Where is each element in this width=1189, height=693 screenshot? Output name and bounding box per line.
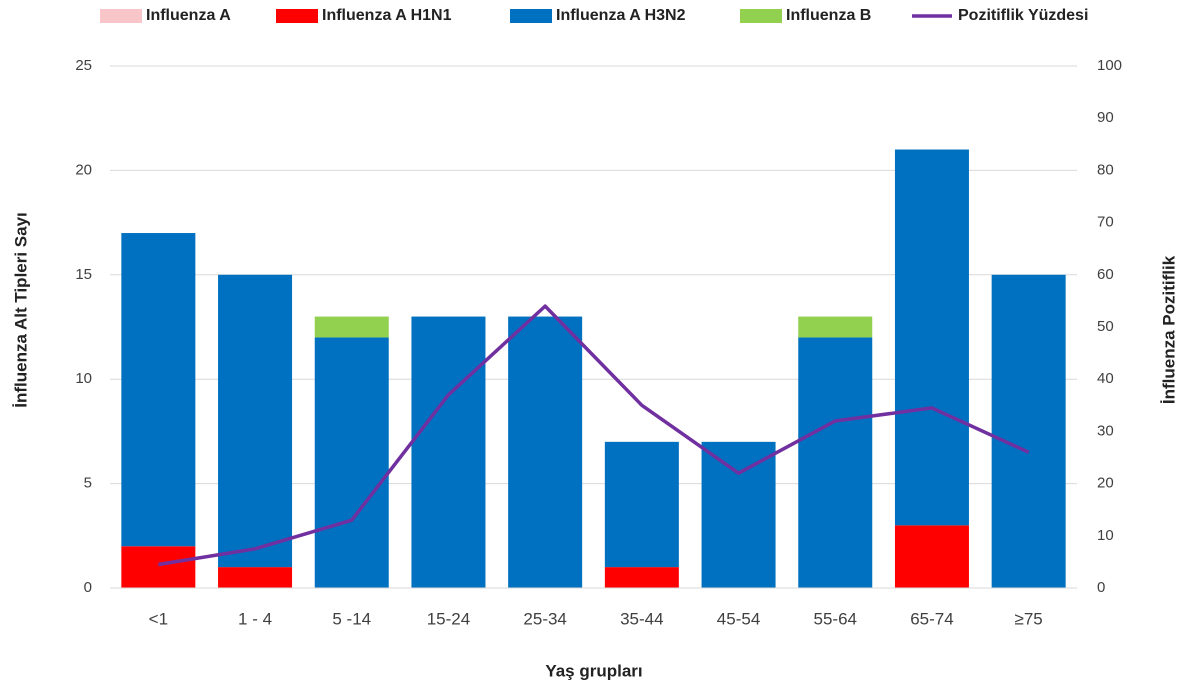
bar-segment xyxy=(798,316,873,338)
legend-swatch xyxy=(740,9,782,23)
x-tick-label: 35-44 xyxy=(620,609,663,628)
bar-segment xyxy=(894,525,969,588)
y-tick-label: 20 xyxy=(75,161,92,178)
line xyxy=(158,304,1030,567)
bar-segment xyxy=(798,337,873,588)
bar-segment xyxy=(218,567,293,588)
x-tick-label: 65-74 xyxy=(910,609,953,628)
y-tick-label: 10 xyxy=(75,370,92,387)
y2-tick-label: 40 xyxy=(1097,370,1114,387)
bar-segment xyxy=(508,316,583,588)
y2-tick-label: 30 xyxy=(1097,422,1114,439)
y2-tick-label: 70 xyxy=(1097,214,1114,231)
bar-segment xyxy=(701,441,776,588)
y2-tick-label: 10 xyxy=(1097,527,1114,544)
x-tick-label: 15-24 xyxy=(427,609,470,628)
x-tick-label: 55-64 xyxy=(814,609,857,628)
x-tick-label: ≥75 xyxy=(1015,609,1043,628)
bar-segment xyxy=(218,274,293,568)
legend-label: Influenza A xyxy=(146,7,231,24)
x-tick-label: 5 -14 xyxy=(332,609,371,628)
bar-segment xyxy=(121,233,196,547)
x-tick-label: 45-54 xyxy=(717,609,760,628)
y2-tick-label: 50 xyxy=(1097,318,1114,335)
x-tick-label: 25-34 xyxy=(523,609,566,628)
bar-segment xyxy=(411,316,486,588)
y2-tick-label: 60 xyxy=(1097,266,1114,283)
x-tick-label: 1 - 4 xyxy=(238,609,272,628)
y2-tick-label: 20 xyxy=(1097,475,1114,492)
bar-segment xyxy=(121,546,196,588)
bar-segment xyxy=(991,274,1066,588)
legend-swatch xyxy=(276,9,318,23)
bar-segment xyxy=(604,441,679,568)
bar-segment xyxy=(894,149,969,526)
y2-axis-title: İnfluenza Pozitiflik xyxy=(1159,255,1178,404)
y2-tick-label: 100 xyxy=(1097,57,1122,74)
y2-tick-label: 0 xyxy=(1097,579,1105,596)
legend-swatch xyxy=(100,9,142,23)
bar-segment xyxy=(314,337,389,588)
legend-label: Influenza A H3N2 xyxy=(556,7,686,24)
legend-swatch xyxy=(510,9,552,23)
y-tick-label: 25 xyxy=(75,57,92,74)
x-tick-label: <1 xyxy=(149,609,168,628)
x-axis-title: Yaş grupları xyxy=(545,661,642,680)
bar-segment xyxy=(604,567,679,588)
y2-tick-label: 80 xyxy=(1097,161,1114,178)
y2-tick-label: 90 xyxy=(1097,109,1114,126)
y-axis-title: İnfluenza Alt Tipleri Sayı xyxy=(11,212,30,408)
bar-segment xyxy=(314,316,389,338)
legend-label: Pozitiflik Yüzdesi xyxy=(958,7,1088,24)
legend-label: Influenza B xyxy=(786,7,871,24)
y-tick-label: 5 xyxy=(84,475,92,492)
y-tick-label: 0 xyxy=(84,579,92,596)
legend-label: Influenza A H1N1 xyxy=(322,7,452,24)
y-tick-label: 15 xyxy=(75,266,92,283)
